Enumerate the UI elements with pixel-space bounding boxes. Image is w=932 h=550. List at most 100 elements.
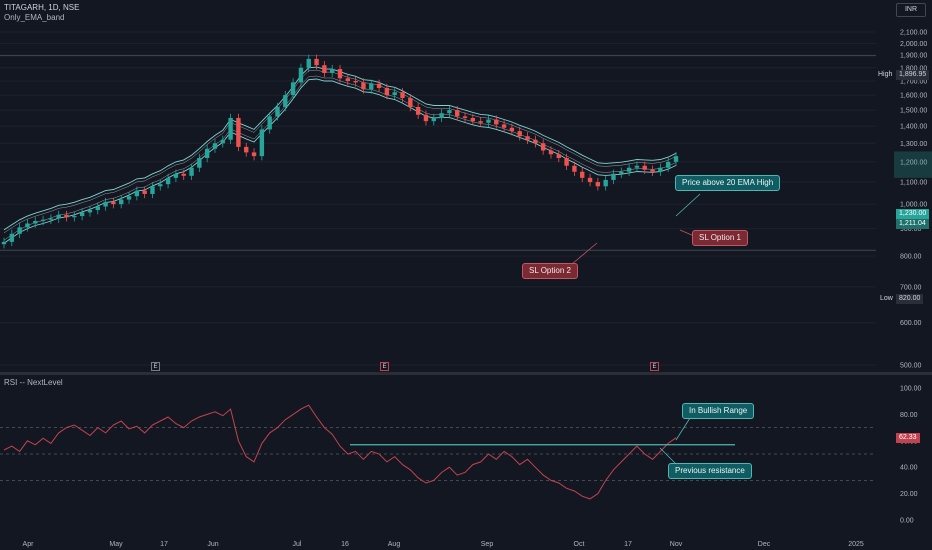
candle-body <box>134 190 140 197</box>
candle-body <box>564 158 569 166</box>
rsi-axis-tick-label: 40.00 <box>900 465 918 472</box>
candle-body <box>658 167 663 172</box>
indicator-title[interactable]: Only_EMA_band <box>4 13 65 22</box>
candle-body <box>509 127 515 132</box>
earnings-marker[interactable]: E <box>650 362 659 371</box>
candle-body <box>673 156 679 162</box>
candle-body <box>408 98 413 108</box>
price-axis-tick-label: 1,400.00 <box>900 124 927 131</box>
candle-body <box>251 152 257 157</box>
x-axis-tick-label: 16 <box>341 541 349 548</box>
candle-body <box>478 121 483 123</box>
candle-body <box>228 117 233 140</box>
price-axis-tick-label: 1,500.00 <box>900 108 927 115</box>
x-axis-tick-label: Sep <box>481 541 494 548</box>
candle-body <box>572 165 577 172</box>
candle-body <box>204 148 210 159</box>
x-axis-tick-label: Jul <box>293 541 302 548</box>
candle-body <box>447 110 452 114</box>
annotation-sl-option-1[interactable]: SL Option 1 <box>692 230 748 246</box>
candle-body <box>470 117 476 122</box>
rsi-axis-tick-label: 20.00 <box>900 491 918 498</box>
low-label: Low <box>880 295 893 302</box>
candle-body <box>548 150 554 155</box>
annotation-bullish-range[interactable]: In Bullish Range <box>682 403 755 419</box>
price-axis-tick-label: 1,800.00 <box>900 65 927 72</box>
rsi-title[interactable]: RSI -- NextLevel <box>4 378 63 387</box>
candle-body <box>603 179 608 187</box>
candle-body <box>64 214 69 218</box>
candle-body <box>462 116 468 118</box>
candle-body <box>587 177 593 183</box>
candle-body <box>540 143 546 151</box>
candle-body <box>306 58 311 68</box>
candle-body <box>634 165 640 168</box>
price-axis-tick-label: 1,000.00 <box>900 202 927 209</box>
price-axis-tick-label: 2,100.00 <box>900 30 927 37</box>
candle-body <box>1 241 7 245</box>
x-axis-tick-label: Nov <box>670 541 683 548</box>
annotation-sl-option-2[interactable]: SL Option 2 <box>522 263 578 279</box>
earnings-marker[interactable]: E <box>380 362 389 371</box>
candle-body <box>423 114 429 122</box>
price-axis-tick-label: 1,600.00 <box>900 93 927 100</box>
price-axis-tick-label: 700.00 <box>900 284 922 291</box>
candle-body <box>650 169 655 172</box>
candle-body <box>580 171 585 178</box>
candle-body <box>525 136 530 140</box>
candle-body <box>455 110 460 117</box>
annotation-previous-resistance[interactable]: Previous resistance <box>668 463 752 479</box>
candle-body <box>212 143 218 149</box>
candle-body <box>376 83 382 88</box>
candle-body <box>283 95 288 108</box>
rsi-line <box>3 404 677 500</box>
candle-body <box>501 124 507 128</box>
high-value: 1,896.95 <box>896 70 930 80</box>
x-axis-tick-label: Aug <box>388 541 401 548</box>
candle-body <box>517 131 522 137</box>
candle-body <box>275 107 280 117</box>
x-axis-tick-label: May <box>109 541 123 548</box>
annotation-pointer <box>571 242 598 265</box>
candle-body <box>150 186 155 194</box>
candle-body <box>259 129 265 157</box>
price-axis-tick-label: 1,100.00 <box>900 180 927 187</box>
candle-body <box>626 167 632 172</box>
candle-body <box>392 92 397 96</box>
candle-body <box>345 78 351 82</box>
price-axis-tick-label: 900.00 <box>900 226 922 233</box>
candle-body <box>431 117 436 122</box>
candle-body <box>244 146 249 153</box>
candle-body <box>439 113 444 118</box>
candle-body <box>595 182 601 187</box>
candle-body <box>95 206 100 211</box>
annotation-pointer <box>675 193 701 217</box>
candle-body <box>165 177 171 185</box>
candle-body <box>181 173 186 176</box>
candle-body <box>142 190 147 194</box>
last-price-tag-2: 1,211.04 <box>896 219 929 229</box>
candle-body <box>642 165 647 170</box>
candle-body <box>158 184 163 187</box>
last-price-zone <box>894 151 932 178</box>
candle-body <box>353 81 358 83</box>
candle-body <box>197 158 202 168</box>
currency-selector[interactable]: INR <box>896 3 926 17</box>
candle-body <box>111 201 116 205</box>
candle-body <box>79 212 85 217</box>
x-axis-tick-label: Oct <box>574 541 585 548</box>
annotation-price-above-ema[interactable]: Price above 20 EMA High <box>675 175 781 191</box>
candle-body <box>533 139 538 144</box>
price-axis-tick-label: 600.00 <box>900 320 922 327</box>
high-label: High <box>878 71 893 78</box>
candle-body <box>298 67 304 83</box>
candle-body <box>400 92 405 99</box>
symbol-title[interactable]: TITAGARH, 1D, NSE <box>4 3 80 12</box>
candle-body <box>56 214 61 219</box>
earnings-marker[interactable]: E <box>151 362 160 371</box>
candle-body <box>384 87 390 96</box>
candle-body <box>33 221 38 224</box>
annotation-pointer <box>659 447 677 465</box>
candle-body <box>72 216 77 218</box>
price-axis-tick-label: 1,700.00 <box>900 79 927 86</box>
